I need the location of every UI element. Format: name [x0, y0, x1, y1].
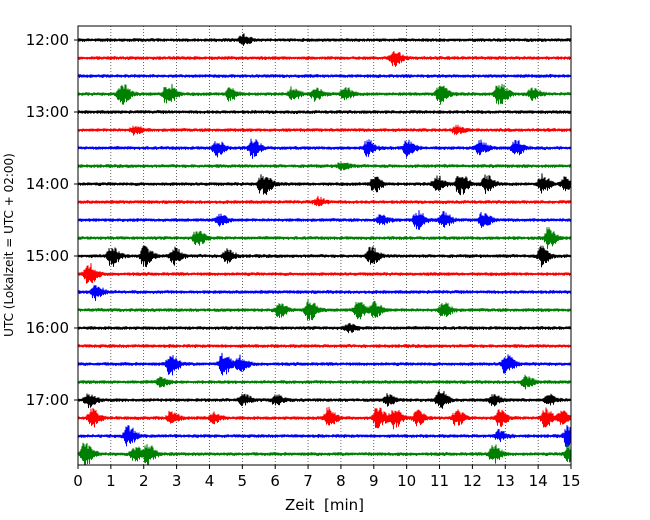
y-tick-label: 16:00	[26, 319, 69, 337]
x-tick-label: 4	[205, 472, 215, 490]
x-tick-label: 14	[529, 472, 548, 490]
seismogram-trace	[77, 442, 572, 466]
seismogram-trace	[77, 195, 572, 207]
plot-frame	[77, 25, 572, 466]
x-tick-label: 0	[73, 472, 83, 490]
x-tick-label: 9	[369, 472, 379, 490]
seismogram-trace	[77, 51, 572, 67]
x-tick-label: 8	[336, 472, 346, 490]
grid-lines	[110, 26, 539, 465]
x-axis-ticks: 0 1 2 3 4 5 6 7 8 9 10 11 12 13 14 15	[73, 465, 581, 490]
seismogram-trace	[77, 173, 572, 196]
x-tick-label: 1	[106, 472, 116, 490]
x-tick-label: 12	[463, 472, 482, 490]
seismogram-trace	[77, 33, 572, 47]
y-axis-label: UTC (Lokalzeit = UTC + 02:00)	[2, 153, 16, 337]
seismogram-trace	[77, 162, 572, 171]
seismogram-trace	[77, 352, 572, 376]
seismogram-trace	[77, 73, 572, 79]
seismogram-trace	[77, 424, 572, 448]
seismogram-trace	[77, 390, 572, 409]
x-axis-label: Zeit [min]	[285, 496, 364, 514]
seismogram-trace	[77, 263, 572, 284]
y-tick-label: 13:00	[26, 103, 69, 121]
x-tick-label: 6	[270, 472, 280, 490]
x-tick-label: 13	[496, 472, 515, 490]
plot-background	[78, 26, 571, 465]
seismogram-trace	[77, 124, 572, 136]
seismogram-trace	[77, 227, 572, 250]
y-axis-ticks: 12:00 13:00 14:00 15:00 16:00 17:00	[26, 31, 78, 409]
x-tick-label: 5	[238, 472, 248, 490]
seismogram-trace	[77, 406, 572, 430]
seismogram-trace	[77, 343, 572, 349]
x-tick-label: 3	[172, 472, 182, 490]
y-tick-label: 14:00	[26, 175, 69, 193]
seismogram-trace	[77, 374, 572, 390]
x-tick-label: 2	[139, 472, 149, 490]
seismogram-trace	[77, 210, 572, 230]
seismogram-trace	[77, 322, 572, 334]
seismogram-trace	[77, 245, 572, 268]
x-tick-label: 15	[561, 472, 580, 490]
y-tick-label: 15:00	[26, 247, 69, 265]
y-tick-label: 17:00	[26, 391, 69, 409]
seismogram-trace	[77, 298, 572, 321]
seismogram-trace	[77, 285, 572, 302]
y-tick-label: 12:00	[26, 31, 69, 49]
seismogram-trace	[77, 83, 572, 105]
x-tick-label: 11	[430, 472, 449, 490]
seismogram-trace	[77, 109, 572, 115]
seismogram-trace	[77, 138, 572, 160]
x-tick-label: 10	[397, 472, 416, 490]
x-tick-label: 7	[303, 472, 313, 490]
trace-lines	[77, 33, 572, 466]
